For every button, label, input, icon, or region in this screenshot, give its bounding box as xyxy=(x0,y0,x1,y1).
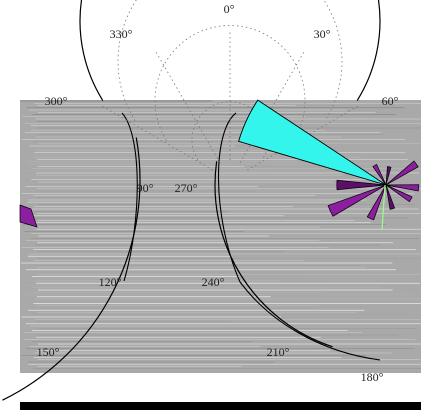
angle-label-120: 120° xyxy=(99,275,122,289)
right-rose-outline-arc xyxy=(214,161,333,348)
grid-spoke-330 xyxy=(154,49,221,163)
angle-label-330: 330° xyxy=(110,27,133,41)
angle-label-90: 90° xyxy=(137,181,154,195)
rose-petal-6 xyxy=(327,184,387,217)
angle-label-210: 210° xyxy=(267,345,290,359)
rose-petal-2 xyxy=(385,184,420,192)
angle-label-180: 180° xyxy=(361,370,384,384)
left-petal-fragment xyxy=(19,204,38,228)
center-right-outline-curve xyxy=(217,112,241,283)
rose-grid xyxy=(99,0,361,171)
angle-label-150: 150° xyxy=(37,345,60,359)
rose-petal-7 xyxy=(336,179,387,191)
lower-right-outline-curve xyxy=(239,281,381,361)
rose-petal-9 xyxy=(385,166,392,186)
angle-labels: 0° 30° 60° 90° 120° 150° 180° 210° 240° 270° 300° 3… xyxy=(37,2,399,384)
grid-spoke-30 xyxy=(239,49,306,163)
rose-circles xyxy=(2,0,381,401)
scan-artifact-area xyxy=(20,100,421,373)
center-marker-line xyxy=(381,184,386,231)
angle-label-0: 0° xyxy=(224,2,235,16)
rose-petal-3 xyxy=(385,184,413,203)
outer-circle-top-arc xyxy=(79,0,381,101)
rose-petal-1 xyxy=(385,160,419,186)
rose-petal-4 xyxy=(385,184,396,210)
rose-petal-0 xyxy=(238,99,387,186)
angle-label-30: 30° xyxy=(314,27,331,41)
scan-white-gap xyxy=(20,373,421,402)
angle-label-60: 60° xyxy=(382,94,399,108)
left-rose-outline-arc xyxy=(2,137,141,401)
grid-spoke-60 xyxy=(247,104,361,171)
rose-petal-8 xyxy=(372,164,387,186)
center-left-outline-curve xyxy=(121,112,138,282)
angle-label-240: 240° xyxy=(202,275,225,289)
rose-petal-5 xyxy=(366,184,387,221)
angle-label-270: 270° xyxy=(175,181,198,195)
rose-petals xyxy=(19,99,420,231)
grid-ring-1 xyxy=(154,25,306,141)
grid-spoke-300 xyxy=(99,104,213,171)
grid-ring-0 xyxy=(191,101,269,161)
scan-bottom-edge xyxy=(20,402,421,410)
angle-label-300: 300° xyxy=(45,94,68,108)
